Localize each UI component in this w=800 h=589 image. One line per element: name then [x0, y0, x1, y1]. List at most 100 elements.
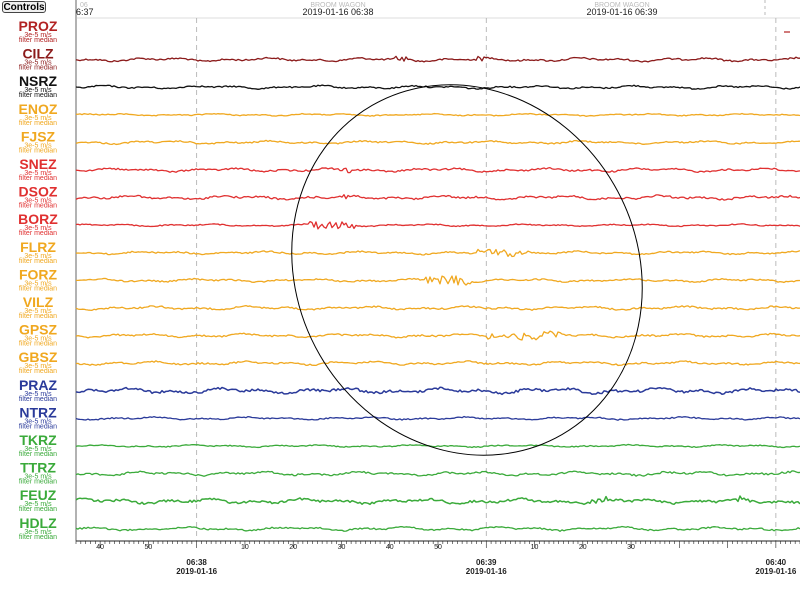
- trace-forz: [75, 275, 800, 286]
- trace-ttrz: [75, 470, 800, 477]
- station-sublabel: 3e-5 m/s: [24, 391, 52, 398]
- header-mid-faint: BROOM WAGON: [310, 2, 365, 9]
- station-sublabel: filter median: [19, 92, 57, 99]
- station-label-forz: FORZ: [19, 266, 58, 282]
- station-sublabel: 3e-5 m/s: [24, 418, 52, 425]
- station-sublabel: 3e-5 m/s: [24, 115, 52, 122]
- trace-feuz: [75, 495, 800, 506]
- station-label-hdlz: HDLZ: [19, 515, 57, 531]
- station-sublabel: 3e-5 m/s: [24, 170, 52, 177]
- station-sublabel: 3e-5 m/s: [24, 529, 52, 536]
- station-sublabel: filter median: [19, 203, 57, 210]
- trace-gpsz: [75, 330, 800, 341]
- station-label-cilz: CILZ: [22, 46, 54, 62]
- station-sublabel: filter median: [19, 37, 57, 44]
- station-sublabel: filter median: [19, 65, 57, 72]
- station-label-vilz: VILZ: [23, 294, 54, 310]
- grid: [75, 0, 800, 541]
- x-tick-label: 50: [145, 544, 153, 551]
- station-sublabel: filter median: [19, 285, 57, 292]
- station-sublabel: 3e-5 m/s: [24, 225, 52, 232]
- trace-ntrz: [75, 415, 800, 421]
- header-left-faint: 06: [80, 2, 88, 9]
- trace-flrz: [75, 248, 800, 258]
- x-tick-label: 10: [241, 544, 249, 551]
- x-tick-label: 40: [386, 544, 394, 551]
- trace-tkrz: [75, 443, 800, 449]
- x-tick-label: 10: [531, 544, 539, 551]
- station-sublabel: 3e-5 m/s: [24, 501, 52, 508]
- x-major-time-label: 06:39: [476, 558, 497, 567]
- trace-borz: [75, 220, 800, 230]
- station-label-ttrz: TTRZ: [20, 460, 56, 476]
- station-sublabel: 3e-5 m/s: [24, 363, 52, 370]
- x-tick-label: 20: [289, 544, 297, 551]
- station-sublabel: 3e-5 m/s: [24, 474, 52, 481]
- x-tick-label: 50: [434, 544, 442, 551]
- station-sublabel: filter median: [19, 396, 57, 403]
- station-label-snez: SNEZ: [19, 156, 57, 172]
- station-sublabel: filter median: [19, 368, 57, 375]
- trace-cilz: [75, 55, 800, 63]
- station-label-enoz: ENOZ: [19, 101, 58, 117]
- x-tick-label: 20: [579, 544, 587, 551]
- station-sublabel: filter median: [19, 423, 57, 430]
- x-major-time-label: 06:40: [766, 558, 787, 567]
- station-sublabel: filter median: [19, 175, 57, 182]
- x-tick-label: 40: [96, 544, 104, 551]
- station-label-proz: PROZ: [19, 18, 58, 34]
- x-tick-label: 30: [338, 544, 346, 551]
- station-sublabel: 3e-5 m/s: [24, 87, 52, 94]
- annotation-ellipse: [291, 84, 643, 456]
- controls-button[interactable]: Controls: [2, 1, 46, 13]
- station-sublabel: 3e-5 m/s: [24, 446, 52, 453]
- station-sublabel: filter median: [19, 120, 57, 127]
- station-sublabel: 3e-5 m/s: [24, 60, 52, 67]
- station-sublabel: 3e-5 m/s: [24, 198, 52, 205]
- traces: [75, 31, 800, 532]
- station-label-flrz: FLRZ: [20, 239, 56, 255]
- station-sublabel: 3e-5 m/s: [24, 336, 52, 343]
- station-sublabel: 3e-5 m/s: [24, 308, 52, 315]
- station-sublabel: filter median: [19, 479, 57, 486]
- trace-vilz: [75, 304, 800, 311]
- station-label-ntrz: NTRZ: [19, 404, 57, 420]
- x-major-time-label: 06:38: [186, 558, 207, 567]
- station-label-praz: PRAZ: [19, 377, 58, 393]
- trace-praz: [75, 386, 800, 396]
- station-sublabel: filter median: [19, 506, 57, 513]
- station-sublabel: filter median: [19, 230, 57, 237]
- station-sublabel: filter median: [19, 258, 57, 265]
- header-right-faint: BROOM WAGON: [594, 2, 649, 9]
- header-right-time: 2019-01-16 06:39: [586, 7, 657, 17]
- trace-fjsz: [75, 139, 800, 146]
- x-major-date-label: 2019-01-16: [466, 567, 507, 576]
- trace-enoz: [75, 112, 800, 117]
- station-label-dsoz: DSOZ: [19, 184, 58, 200]
- station-sublabel: filter median: [19, 147, 57, 154]
- station-label-tkrz: TKRZ: [19, 432, 57, 448]
- station-label-gbsz: GBSZ: [19, 349, 58, 365]
- header-mid-time: 2019-01-16 06:38: [302, 7, 373, 17]
- x-major-date-label: 2019-01-16: [176, 567, 217, 576]
- station-sublabel: filter median: [19, 313, 57, 320]
- trace-nsrz: [75, 84, 800, 90]
- station-label-feuz: FEUZ: [20, 487, 57, 503]
- station-sublabel: 3e-5 m/s: [24, 32, 52, 39]
- station-sublabel: 3e-5 m/s: [24, 142, 52, 149]
- header-left-time: 6:37: [76, 7, 94, 17]
- station-label-gpsz: GPSZ: [19, 322, 58, 338]
- station-sublabel: filter median: [19, 534, 57, 541]
- trace-gbsz: [75, 360, 800, 367]
- time-header: 06 6:37 BROOM WAGON 2019-01-16 06:38 BRO…: [76, 2, 658, 17]
- station-sublabel: 3e-5 m/s: [24, 280, 52, 287]
- trace-snez: [75, 166, 800, 174]
- station-sublabel: 3e-5 m/s: [24, 253, 52, 260]
- time-axis: 40 50 10 20 30 40 50 10 20 3006:382019-01-1606:39…: [75, 540, 800, 576]
- station-label-borz: BORZ: [18, 211, 58, 227]
- x-major-date-label: 2019-01-16: [755, 567, 796, 576]
- trace-dsoz: [75, 194, 800, 201]
- trace-hdlz: [75, 525, 800, 532]
